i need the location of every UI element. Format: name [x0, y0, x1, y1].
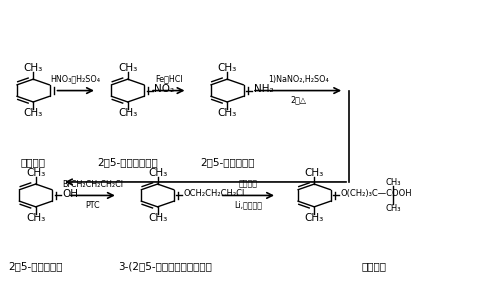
Text: 3-(2，5-二甲苯氧基）丙基氯: 3-(2，5-二甲苯氧基）丙基氯 [118, 261, 212, 271]
Text: 2，5-二甲基苯酚: 2，5-二甲基苯酚 [8, 261, 63, 271]
Text: CH₃: CH₃ [218, 108, 237, 118]
Text: CH₃: CH₃ [304, 168, 324, 178]
Text: Li,二异丙胺: Li,二异丙胺 [235, 200, 262, 209]
Text: 对二甲苯: 对二甲苯 [20, 157, 46, 167]
Text: O(CH₂)₃C—COOH: O(CH₂)₃C—COOH [341, 189, 412, 198]
Text: CH₃: CH₃ [148, 168, 167, 178]
Text: 2，5-二甲基硝基苯: 2，5-二甲基硝基苯 [97, 157, 158, 167]
Text: NO₂: NO₂ [154, 84, 174, 94]
Text: CH₃: CH₃ [304, 213, 324, 223]
Text: 异丁酸钓: 异丁酸钓 [239, 180, 258, 188]
Text: HNO₃＋H₂SO₄: HNO₃＋H₂SO₄ [51, 75, 101, 84]
Text: 2，5-二甲基苯胺: 2，5-二甲基苯胺 [200, 157, 254, 167]
Text: OH: OH [62, 189, 78, 199]
Text: BrCH₂CH₂CH₂Cl: BrCH₂CH₂CH₂Cl [62, 180, 123, 188]
Text: 吉非罗齐: 吉非罗齐 [361, 261, 386, 271]
Text: NH₂: NH₂ [253, 84, 273, 94]
Text: CH₃: CH₃ [23, 63, 43, 73]
Text: CH₃: CH₃ [23, 108, 43, 118]
Text: PTC: PTC [86, 200, 100, 209]
Text: CH₃: CH₃ [385, 178, 401, 187]
Text: Fe＋HCl: Fe＋HCl [155, 75, 183, 84]
Text: CH₃: CH₃ [26, 168, 45, 178]
Text: 1)NaNO₂,H₂SO₄: 1)NaNO₂,H₂SO₄ [268, 75, 328, 84]
Text: CH₃: CH₃ [118, 63, 137, 73]
Text: OCH₂CH₂CH₂Cl: OCH₂CH₂CH₂Cl [184, 189, 246, 198]
Text: CH₃: CH₃ [148, 213, 167, 223]
Text: CH₃: CH₃ [385, 203, 401, 213]
Text: CH₃: CH₃ [118, 108, 137, 118]
Text: CH₃: CH₃ [26, 213, 45, 223]
Text: CH₃: CH₃ [218, 63, 237, 73]
Text: 2）△: 2）△ [290, 96, 306, 105]
